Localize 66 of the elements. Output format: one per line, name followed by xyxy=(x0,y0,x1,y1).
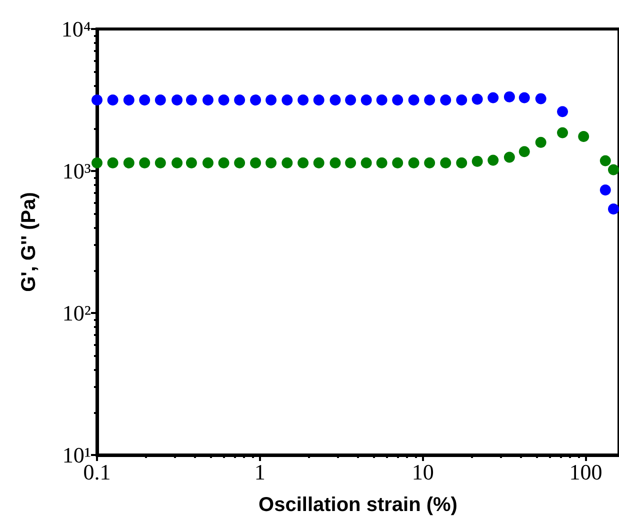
point xyxy=(123,157,134,168)
point xyxy=(456,94,468,106)
point xyxy=(139,157,150,168)
point xyxy=(488,92,499,104)
point xyxy=(92,94,102,106)
y-tick-label: 10² xyxy=(62,300,92,326)
point xyxy=(282,157,293,168)
point xyxy=(139,94,150,106)
point xyxy=(313,94,324,106)
point xyxy=(298,94,309,106)
point xyxy=(218,157,230,168)
point xyxy=(440,94,452,106)
point xyxy=(186,94,197,106)
point xyxy=(408,94,420,106)
point xyxy=(360,94,372,106)
point xyxy=(202,94,214,106)
point xyxy=(504,152,515,163)
point xyxy=(154,94,166,106)
point xyxy=(392,94,404,106)
point xyxy=(282,94,293,106)
point xyxy=(345,157,356,168)
point xyxy=(424,157,436,168)
point xyxy=(424,94,436,106)
y-axis-title: G', G'' (Pa) xyxy=(18,192,40,292)
point xyxy=(250,157,262,168)
point xyxy=(376,157,388,168)
point xyxy=(202,157,214,168)
point xyxy=(123,94,134,106)
point xyxy=(535,93,546,104)
point xyxy=(250,94,262,106)
point xyxy=(535,136,546,148)
point xyxy=(392,157,404,168)
point xyxy=(472,94,483,105)
point xyxy=(313,157,324,168)
x-axis-title: Oscillation strain (%) xyxy=(258,494,458,516)
x-tick-label: 1 xyxy=(254,460,266,484)
point xyxy=(504,91,515,102)
point xyxy=(266,94,277,106)
x-tick-label: 10 xyxy=(412,460,434,484)
point xyxy=(518,146,530,158)
point xyxy=(172,157,183,168)
point xyxy=(92,157,102,168)
point xyxy=(298,157,309,168)
point xyxy=(345,94,356,106)
point xyxy=(234,157,246,168)
point xyxy=(330,94,341,106)
point xyxy=(107,157,118,168)
point xyxy=(440,157,452,168)
point xyxy=(234,94,246,106)
point xyxy=(107,94,118,106)
point xyxy=(360,157,372,168)
point xyxy=(376,94,388,106)
point xyxy=(518,92,530,104)
point xyxy=(172,94,183,106)
point xyxy=(330,157,341,168)
y-tick-label: 10⁴ xyxy=(61,16,92,42)
point xyxy=(154,157,166,168)
point xyxy=(218,94,230,106)
point xyxy=(186,157,197,168)
point xyxy=(488,154,499,166)
y-tick-label: 10³ xyxy=(62,158,92,184)
point xyxy=(456,157,468,168)
x-tick-label: 100 xyxy=(569,460,602,484)
point xyxy=(408,157,420,168)
point xyxy=(266,157,277,168)
point xyxy=(472,156,483,167)
